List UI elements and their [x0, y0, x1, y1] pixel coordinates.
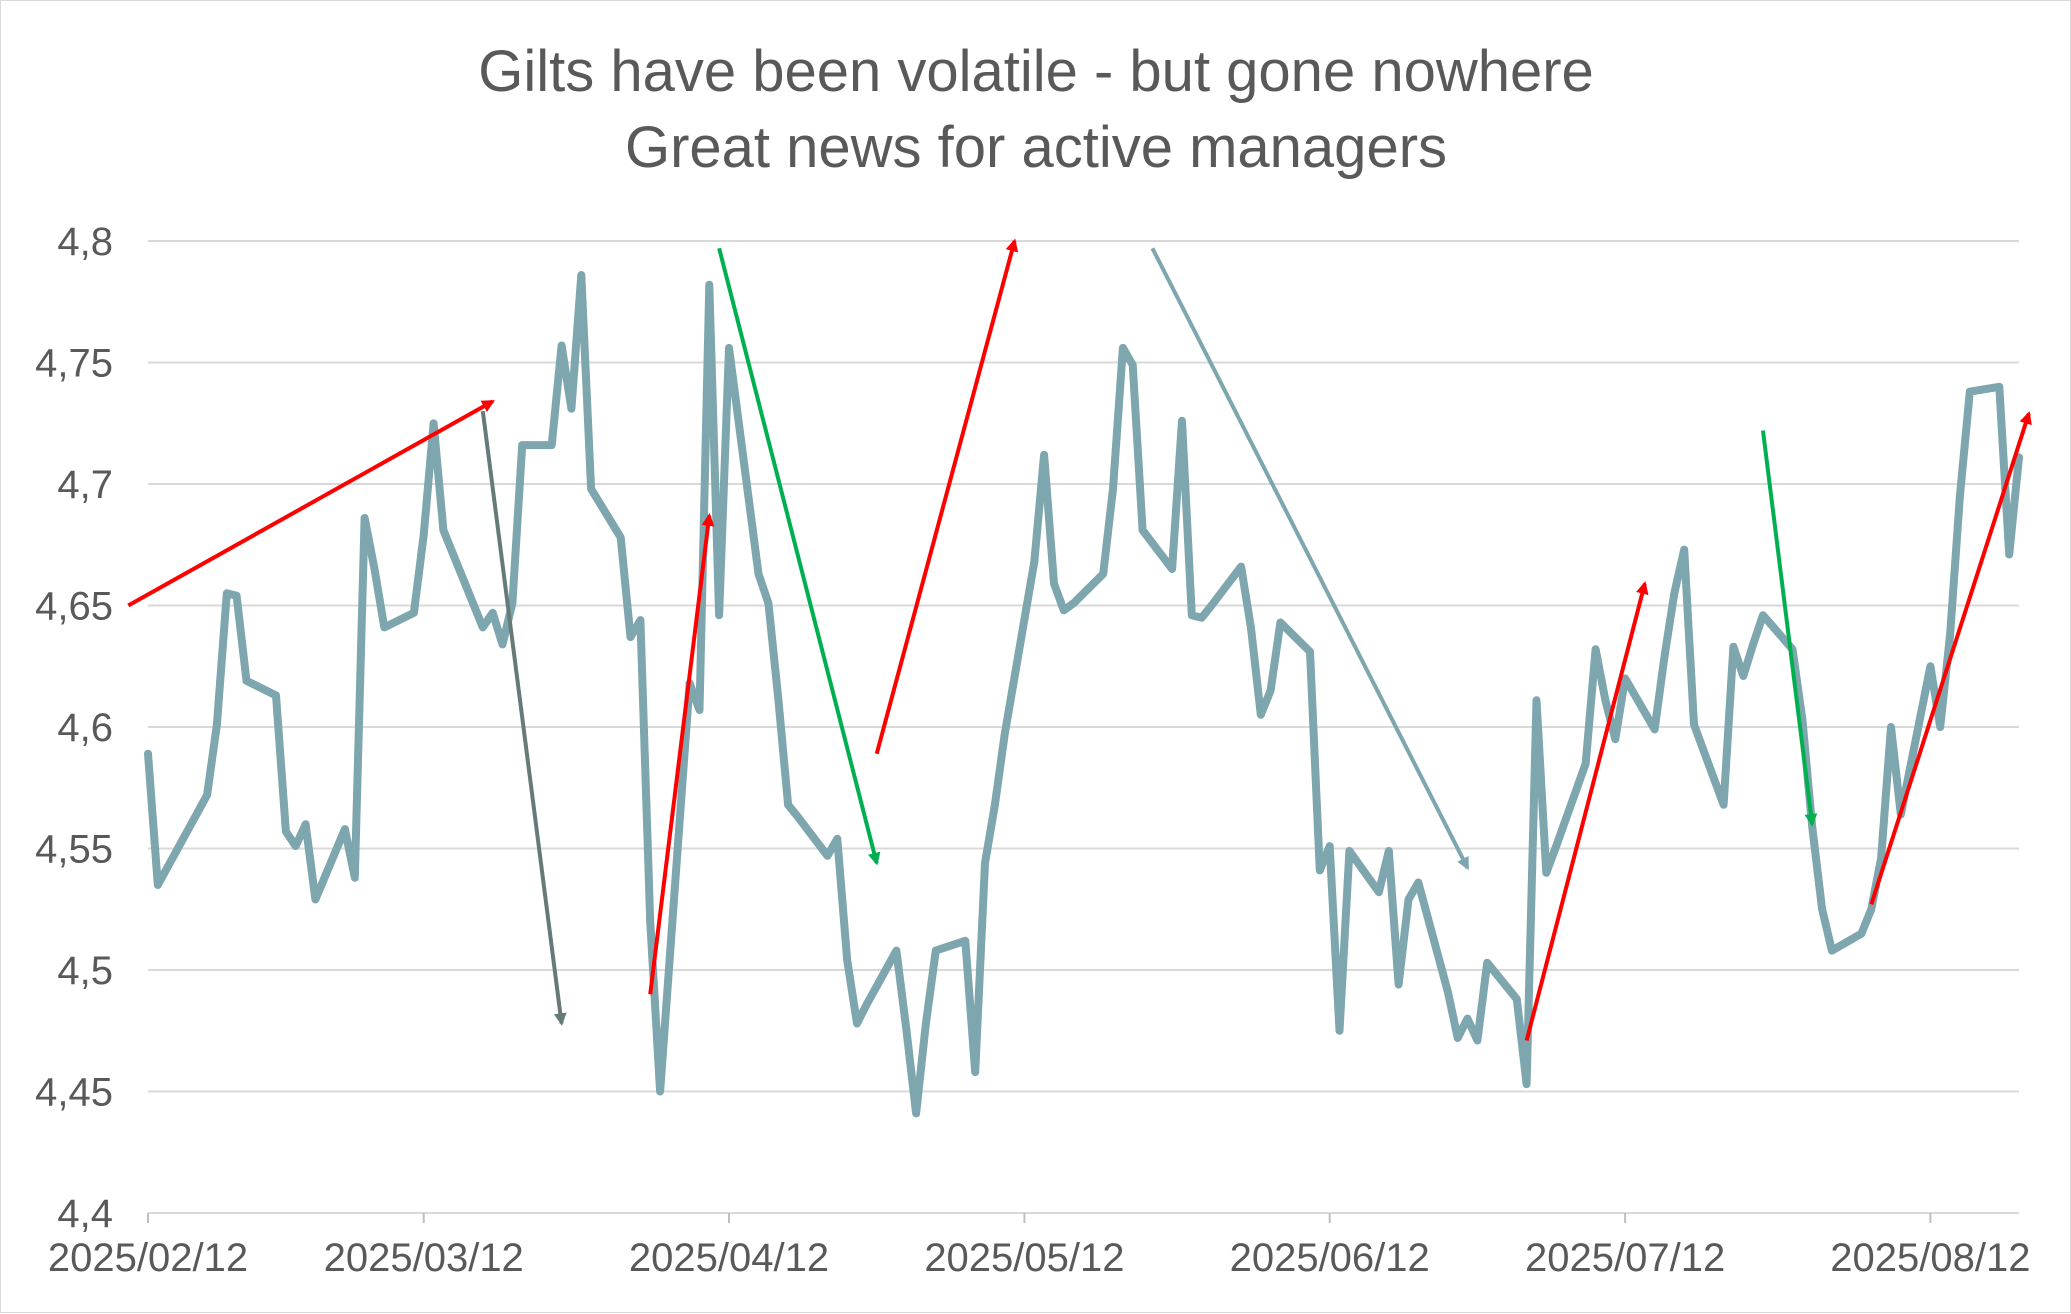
x-tick-label: 2025/02/12: [48, 1236, 248, 1280]
annotation-arrows: [128, 241, 2029, 1040]
x-tick-label: 2025/08/12: [1830, 1236, 2030, 1280]
y-tick-label: 4,7: [57, 463, 113, 507]
chart-title-line-2: Great news for active managers: [625, 115, 1447, 180]
x-tick-label: 2025/05/12: [924, 1236, 1124, 1280]
x-tick-label: 2025/07/12: [1525, 1236, 1725, 1280]
y-tick-label: 4,5: [57, 949, 113, 993]
annotation-arrow: [1871, 414, 2029, 905]
x-axis: 2025/02/12 2025/03/12 2025/04/12 2025/05/12…: [48, 1213, 2031, 1280]
chart-title-line-1: Gilts have been volatile - but gone nowh…: [478, 39, 1594, 104]
x-tick-label: 2025/04/12: [629, 1236, 829, 1280]
y-tick-label: 4,8: [57, 220, 113, 264]
annotation-arrow: [719, 248, 877, 863]
x-tick-label: 2025/03/12: [324, 1236, 524, 1280]
y-tick-label: 4,4: [57, 1192, 113, 1236]
series-layer: [148, 275, 2019, 1114]
annotation-arrow: [877, 241, 1015, 754]
annotation-arrow: [1152, 248, 1467, 868]
y-axis-ticks: 4,4 4,45 4,5 4,55 4,6 4,65 4,7 4,75 4,8: [35, 220, 113, 1236]
series-line: [148, 275, 2019, 1113]
annotation-arrow: [650, 516, 709, 995]
y-tick-label: 4,65: [35, 585, 113, 629]
x-tick-label: 2025/06/12: [1230, 1236, 1430, 1280]
y-tick-label: 4,6: [57, 706, 113, 750]
y-tick-label: 4,55: [35, 828, 113, 872]
y-tick-label: 4,45: [35, 1071, 113, 1115]
y-tick-label: 4,75: [35, 342, 113, 386]
